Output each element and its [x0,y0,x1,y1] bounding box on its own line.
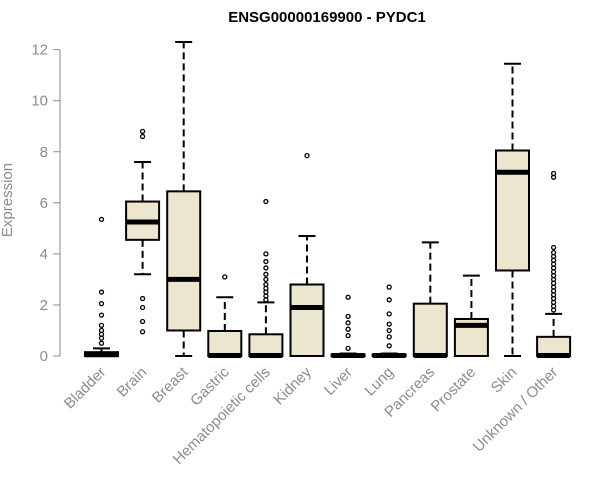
box-group [536,170,572,358]
x-category-label: Lung [361,364,397,400]
outlier-point [386,321,392,327]
chart-title: ENSG00000169900 - PYDC1 [228,9,426,26]
outlier-point [304,152,310,159]
box-group [289,152,325,357]
y-tick-label: 4 [40,246,48,263]
y-tick-label: 8 [40,144,48,161]
outlier-point [550,249,557,256]
outlier-point [139,329,146,335]
outlier-point [98,322,105,329]
x-category-label: Brain [114,364,151,401]
outlier-point [386,334,392,340]
y-tick-label: 12 [31,42,48,59]
x-category-label: Kidney [270,363,315,408]
outlier-point [263,271,269,277]
box-group [453,274,489,357]
outlier-point [98,340,105,346]
outlier-point [98,289,105,295]
y-tick-label: 6 [40,195,48,212]
outlier-point [98,301,105,307]
box-group [207,274,243,358]
outlier-point [386,284,392,290]
outlier-point [139,318,146,325]
outlier-point [345,313,351,320]
outlier-point [139,295,146,302]
outlier-point [222,274,228,280]
outlier-point [98,327,105,334]
outlier-point [263,281,269,288]
outlier-point [550,170,557,177]
outlier-point [263,276,269,283]
y-tick-label: 10 [31,93,48,110]
box-series [84,41,572,358]
outlier-point [263,251,269,257]
y-axis-title: Expression [0,163,16,237]
outlier-point [345,332,351,339]
box [207,329,243,358]
box-group [84,216,119,358]
outlier-point [345,294,351,300]
box-group [371,284,407,358]
x-category-label: Breast [149,363,192,406]
outlier-point [263,258,269,265]
box-group [166,41,202,357]
outlier-point [345,320,351,326]
outlier-point [386,327,392,334]
outlier-point [139,304,146,311]
x-category-label: Bladder [61,364,110,413]
outlier-point [98,216,105,223]
outlier-point [139,133,146,140]
box [412,302,448,357]
box [495,149,530,272]
outlier-point [550,244,557,251]
box-group [412,241,448,358]
box-group [125,128,161,335]
x-category-label: Skin [488,364,521,397]
y-axis: 0 2 4 6 8 10 12 [31,42,61,365]
box [166,190,202,332]
box-group [248,198,284,358]
outlier-point [139,128,146,134]
box [248,333,284,357]
x-category-label: Liver [321,364,356,399]
outlier-point [386,343,392,349]
box-group [330,294,366,358]
box-group [495,62,530,357]
y-tick-label: 2 [40,297,48,314]
outlier-point [98,312,105,318]
outlier-point [345,326,351,332]
outlier-point [263,265,269,271]
outlier-point [345,345,351,351]
box [289,283,325,357]
y-tick-label: 0 [40,348,48,365]
x-category-label: Prostate [428,364,480,416]
outlier-point [386,297,392,303]
outlier-point [386,311,392,317]
outlier-point [263,198,269,205]
